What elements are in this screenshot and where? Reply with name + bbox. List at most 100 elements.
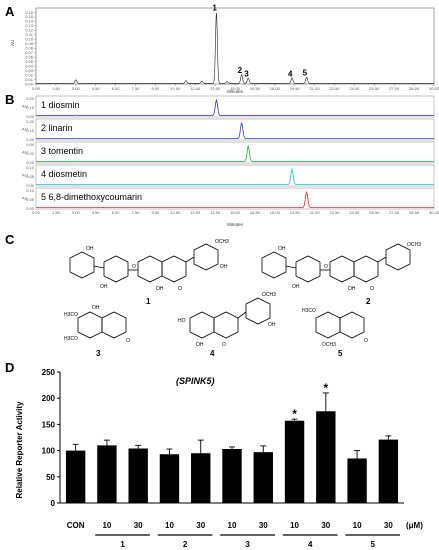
standard-ytick-label: 0.20: [26, 119, 35, 124]
chromatogram-xtick-label: 22.50: [329, 86, 340, 91]
structure-3-atom-o: O: [126, 338, 130, 344]
structure-label-5: 5: [338, 349, 343, 358]
chromatogram-xtick-label: 12.00: [190, 86, 201, 91]
structure-4-ring-c: [213, 311, 239, 339]
standard-trace-line: [36, 190, 434, 208]
standards-xtick-label: 13.50: [210, 210, 221, 215]
standard-frame: [35, 141, 435, 164]
chromatogram-xtick-label: 18.00: [270, 86, 281, 91]
standards-xlabel: Minutes: [227, 222, 244, 227]
bar-8: [316, 411, 336, 503]
structure-2-ring-a: [329, 255, 355, 283]
standards-xtick-label: 22.50: [329, 210, 340, 215]
structure-2-atom-o-2: O: [370, 286, 374, 292]
chromatogram-ytick-label: 0.06: [25, 54, 34, 59]
group-label-4: 4: [308, 540, 313, 549]
standard-ytick-label: 0.00: [26, 206, 35, 211]
bar-6: [253, 452, 273, 503]
standard-frame: [35, 118, 435, 141]
standard-trace-line: [36, 167, 434, 185]
group-label-1: 1: [120, 540, 125, 549]
significance-star-8: *: [323, 381, 328, 395]
structure-3-ring-b: [101, 311, 127, 339]
structure-5-ring-a: [315, 311, 341, 339]
bar-chart-ytick-label: 250: [42, 368, 56, 377]
bar-7: [284, 420, 305, 503]
bar-category-label-10: 30: [384, 521, 393, 530]
structure-2-ring-b: [385, 243, 411, 271]
structure-1-atom-o: O: [132, 264, 136, 270]
structure-2-glycosidic-bond: [285, 265, 297, 269]
chromatogram-xtick-label: 21.00: [310, 86, 321, 91]
structure-label-4: 4: [210, 349, 215, 358]
standard-trace-5: AU 0.00 0.05 0.10 5 6,8-dimethoxycoumarin: [22, 187, 435, 211]
chromatogram-xtick-label: 25.50: [369, 86, 380, 91]
standard-ytick-label: 0.20: [26, 96, 35, 101]
panel-letter-d: D: [5, 360, 15, 375]
structure-4-ring-a: [189, 311, 215, 339]
standard-trace-4: AU 0.00 0.05 0.10 4 diosmetin: [22, 164, 435, 188]
chromatogram-frame: [35, 7, 435, 85]
structure-5-atom-och3: OCH3: [322, 342, 336, 348]
standard-ytick-label: 0.10: [26, 188, 35, 193]
structure-1-atom-och3: OCH3: [215, 239, 229, 245]
chromatogram-peak-label-3: 3: [244, 70, 249, 79]
panel-letter-c: C: [5, 232, 15, 247]
standard-ytick-label: 0.00: [26, 183, 35, 188]
bar-10: [378, 439, 399, 503]
chromatogram-panel: AU 0.000.010.020.030.040.050.060.070.080…: [10, 3, 439, 94]
standard-ytick-label: 0.00: [26, 137, 35, 142]
structure-4-atom-o: O: [222, 342, 226, 348]
standard-ylabel: AU: [22, 150, 28, 155]
standard-trace-label: 5 6,8-dimethoxycoumarin: [41, 192, 142, 202]
chromatogram-xtick-label: 28.50: [409, 86, 420, 91]
standard-trace-label: 4 diosmetin: [41, 169, 87, 179]
standards-xtick-label: 19.50: [290, 210, 301, 215]
group-label-5: 5: [371, 540, 376, 549]
bar-0: [65, 450, 86, 503]
structure-1-ring-c: [161, 255, 187, 283]
standard-ylabel: AU: [22, 196, 28, 201]
standard-frame: [35, 187, 435, 210]
structure-3-atom-h3co-1: H3CO: [64, 312, 78, 318]
standard-ytick-label: 0.10: [26, 165, 35, 170]
standards-xtick-label: 0.00: [32, 210, 41, 215]
standard-ytick-label: 0.05: [26, 174, 35, 179]
structure-5-atom-h3co: H3CO: [302, 308, 316, 314]
structure-3-tomentin: [77, 311, 127, 339]
chromatogram-xtick-label: 6.00: [112, 86, 121, 91]
standard-ytick-label: 0.00: [26, 160, 35, 165]
bar-5: [222, 449, 242, 503]
chromatogram-ytick-label: 0.03: [25, 68, 34, 73]
structure-1-atom-oh-2: OH: [100, 284, 108, 290]
standard-ylabel: AU: [22, 173, 28, 178]
standard-trace-label: 3 tomentin: [41, 146, 83, 156]
standard-frame: [35, 95, 435, 118]
chromatogram-xtick-label: 15.00: [230, 86, 241, 91]
chromatogram-ytick-label: 0.07: [25, 50, 34, 55]
standards-xtick-label: 4.50: [92, 210, 101, 215]
structure-1-biaryl-bond: [185, 256, 195, 263]
chromatogram-xtick-label: 13.50: [210, 86, 221, 91]
standard-ytick-label: 0.10: [26, 128, 35, 133]
structure-1-atom-oh-3: OH: [220, 264, 228, 270]
bar-chart-unit-label: (μM): [406, 521, 423, 530]
chromatogram-ytick-label: 0.16: [25, 10, 34, 15]
standard-trace-line: [36, 98, 434, 116]
chromatogram-ytick-label: 0.14: [25, 19, 34, 24]
bar-category-label-7: 10: [290, 521, 299, 530]
bar-chart-ytick-label: 100: [42, 447, 56, 456]
structures-panel: [69, 243, 411, 339]
group-label-2: 2: [183, 540, 188, 549]
structure-1-diosmin: [69, 243, 219, 283]
structure-label-3: 3: [96, 349, 101, 358]
bar-9: [347, 458, 367, 503]
structure-5-dimethoxycoumarin: [315, 311, 365, 339]
bar-4: [191, 453, 211, 503]
structure-5-atom-o: O: [364, 338, 368, 344]
structure-4-atom-oh-1: OH: [196, 342, 204, 348]
significance-star-7: *: [292, 407, 297, 421]
chromatogram-ylabel: AU: [10, 40, 15, 46]
standard-ytick-label: 0.10: [26, 105, 35, 110]
